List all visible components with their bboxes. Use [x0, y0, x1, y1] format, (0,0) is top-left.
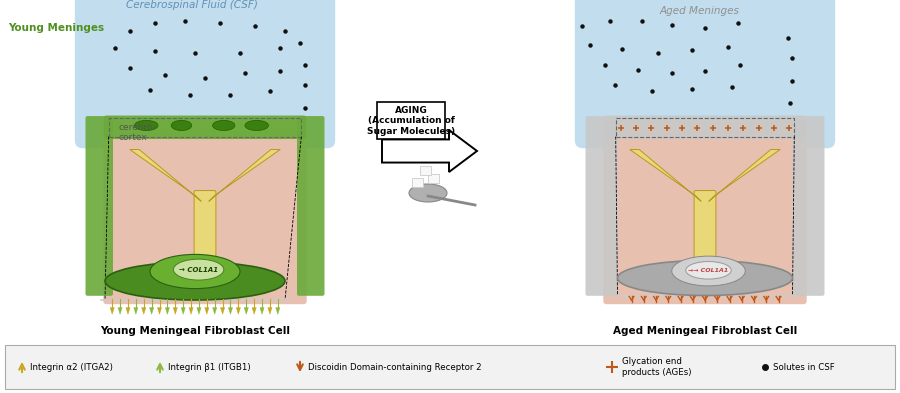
FancyBboxPatch shape [75, 0, 335, 148]
Polygon shape [173, 308, 177, 314]
FancyBboxPatch shape [604, 116, 806, 139]
Text: Aged Meningeal Fibroblast Cell: Aged Meningeal Fibroblast Cell [613, 326, 797, 336]
Bar [109, 118, 302, 137]
Polygon shape [275, 308, 280, 314]
Polygon shape [189, 308, 194, 314]
Polygon shape [268, 308, 272, 314]
Text: Discoidin Domain-containing Receptor 2: Discoidin Domain-containing Receptor 2 [308, 362, 482, 371]
Polygon shape [126, 308, 130, 314]
FancyBboxPatch shape [297, 116, 325, 296]
FancyBboxPatch shape [86, 116, 113, 296]
Ellipse shape [671, 256, 745, 286]
Polygon shape [237, 308, 240, 314]
FancyBboxPatch shape [575, 0, 835, 148]
Ellipse shape [174, 259, 224, 280]
Polygon shape [130, 149, 202, 201]
Text: AGING
(Accumulation of
Sugar Molecules): AGING (Accumulation of Sugar Molecules) [367, 105, 455, 136]
Polygon shape [110, 308, 114, 314]
Text: Solutes in CSF: Solutes in CSF [773, 362, 835, 371]
Ellipse shape [245, 120, 268, 130]
Polygon shape [141, 308, 146, 314]
FancyBboxPatch shape [792, 116, 824, 296]
Bar [616, 118, 795, 137]
Polygon shape [166, 308, 169, 314]
FancyBboxPatch shape [104, 116, 306, 139]
Ellipse shape [105, 262, 285, 300]
Text: Aged Meninges: Aged Meninges [660, 6, 740, 16]
Ellipse shape [134, 120, 158, 130]
Polygon shape [260, 308, 264, 314]
Text: cerebro-
cortex: cerebro- cortex [118, 123, 156, 142]
Ellipse shape [171, 120, 192, 130]
Ellipse shape [617, 261, 793, 296]
Bar [420, 166, 431, 175]
Polygon shape [158, 308, 162, 314]
Text: Integrin β1 (ITGB1): Integrin β1 (ITGB1) [168, 362, 250, 371]
Ellipse shape [686, 262, 731, 279]
Bar [428, 174, 439, 183]
Polygon shape [134, 308, 138, 314]
Text: Young Meningeal Fibroblast Cell: Young Meningeal Fibroblast Cell [100, 326, 290, 336]
Ellipse shape [150, 254, 240, 288]
FancyBboxPatch shape [5, 345, 895, 389]
Text: Young Meninges: Young Meninges [8, 23, 104, 33]
Bar [377, 102, 446, 139]
FancyBboxPatch shape [586, 116, 617, 296]
Polygon shape [197, 308, 201, 314]
FancyBboxPatch shape [104, 121, 307, 304]
Ellipse shape [212, 120, 235, 130]
Polygon shape [212, 308, 217, 314]
Polygon shape [204, 308, 209, 314]
Polygon shape [709, 149, 780, 201]
Polygon shape [244, 308, 248, 314]
Text: Glycation end
products (AGEs): Glycation end products (AGEs) [622, 357, 691, 377]
Bar [412, 178, 423, 187]
Polygon shape [229, 308, 232, 314]
Text: → COL1A1: → COL1A1 [179, 266, 218, 273]
FancyBboxPatch shape [194, 191, 216, 295]
Polygon shape [149, 308, 154, 314]
Ellipse shape [409, 184, 447, 202]
FancyBboxPatch shape [694, 191, 716, 295]
FancyArrow shape [382, 130, 477, 172]
Polygon shape [252, 308, 256, 314]
Polygon shape [630, 149, 701, 201]
FancyBboxPatch shape [603, 121, 806, 304]
Text: →→ COL1A1: →→ COL1A1 [688, 268, 729, 273]
Text: Integrin α2 (ITGA2): Integrin α2 (ITGA2) [30, 362, 112, 371]
Polygon shape [220, 308, 225, 314]
Polygon shape [209, 149, 280, 201]
Polygon shape [118, 308, 122, 314]
Polygon shape [181, 308, 185, 314]
Text: Cerebrospinal Fluid (CSF): Cerebrospinal Fluid (CSF) [126, 0, 258, 10]
